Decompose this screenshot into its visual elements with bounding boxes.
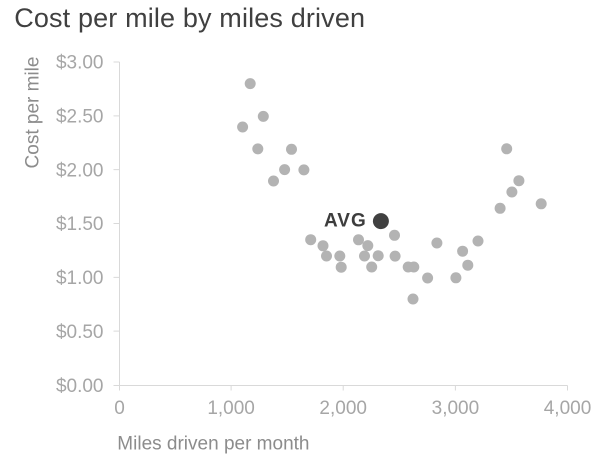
svg-text:$1.00: $1.00 — [56, 268, 104, 289]
svg-text:Cost per mile: Cost per mile — [23, 57, 44, 169]
svg-text:$0.00: $0.00 — [56, 376, 104, 397]
svg-text:AVG: AVG — [324, 211, 367, 232]
svg-text:Miles driven per month: Miles driven per month — [117, 434, 309, 455]
svg-text:$2.50: $2.50 — [56, 106, 104, 127]
svg-text:$2.00: $2.00 — [56, 160, 104, 181]
svg-text:1,000: 1,000 — [207, 398, 255, 419]
svg-text:0: 0 — [114, 398, 125, 419]
svg-text:4,000: 4,000 — [544, 398, 592, 419]
svg-text:2,000: 2,000 — [319, 398, 367, 419]
svg-text:3,000: 3,000 — [432, 398, 480, 419]
svg-text:Cost per mile by miles driven: Cost per mile by miles driven — [14, 3, 365, 33]
svg-text:$0.50: $0.50 — [56, 322, 104, 343]
svg-text:$1.50: $1.50 — [56, 214, 104, 235]
svg-text:$3.00: $3.00 — [56, 53, 104, 74]
